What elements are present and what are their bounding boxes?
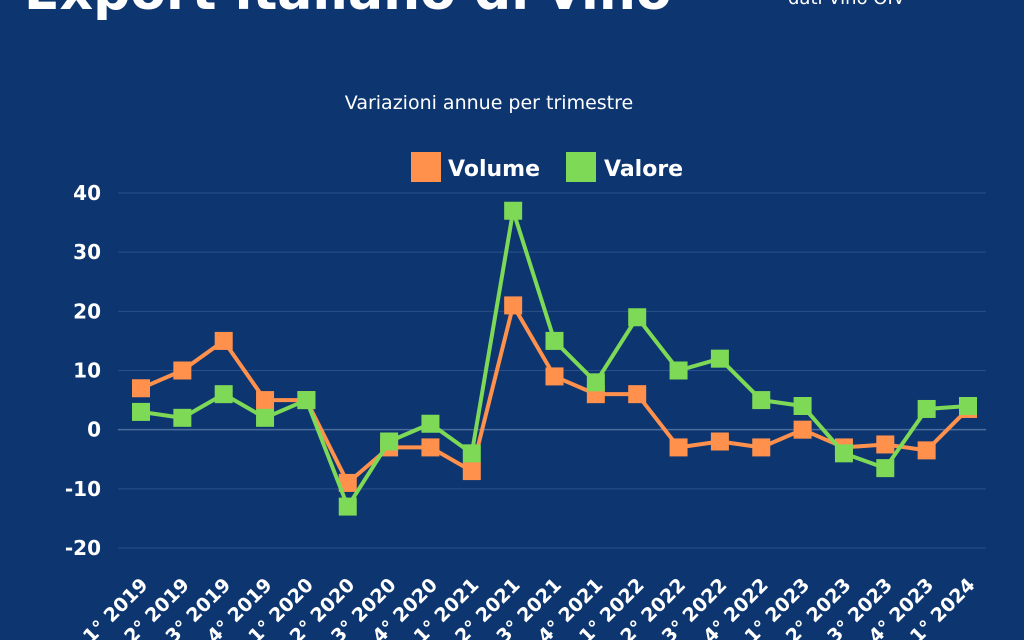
data-point — [504, 201, 523, 220]
y-tick-label: 20 — [73, 299, 101, 323]
page-title: Export italiano di vino — [24, 0, 672, 22]
legend-item: Valore — [566, 152, 683, 182]
data-point — [793, 420, 812, 439]
y-tick-label: 10 — [73, 359, 101, 383]
data-point — [710, 349, 729, 368]
data-point — [380, 432, 399, 451]
legend-label: Valore — [604, 157, 683, 182]
data-point — [876, 459, 895, 478]
data-point — [132, 379, 150, 398]
data-point — [545, 331, 564, 350]
y-tick-label: -10 — [65, 477, 101, 501]
data-point — [256, 408, 275, 427]
y-axis-ticks: 40 30 20 10 0 -10 -20 — [65, 181, 101, 560]
chart-subtitle: Variazioni annue per trimestre — [345, 92, 633, 114]
data-point — [834, 444, 853, 463]
data-point — [752, 391, 771, 410]
legend-item: Volume — [411, 152, 540, 182]
series-volume — [132, 296, 977, 492]
data-point — [628, 385, 647, 404]
data-point — [504, 296, 523, 315]
data-point — [628, 308, 647, 327]
chart-legend: Volume Valore — [411, 152, 683, 182]
data-point — [462, 444, 481, 463]
data-point — [669, 438, 688, 457]
data-point — [214, 331, 233, 350]
data-point — [338, 473, 357, 492]
data-point — [793, 397, 812, 415]
data-point — [338, 497, 357, 516]
data-point — [297, 391, 316, 410]
data-point — [669, 361, 688, 380]
series-group — [132, 201, 977, 516]
data-point — [876, 435, 895, 454]
data-point — [545, 367, 564, 386]
data-point — [710, 432, 729, 451]
data-point — [917, 441, 936, 460]
data-point — [173, 408, 192, 427]
legend-swatch — [411, 152, 441, 182]
y-tick-label: 30 — [73, 240, 101, 264]
y-tick-label: 40 — [73, 181, 101, 205]
y-tick-label: 0 — [87, 418, 101, 442]
series-valore — [132, 201, 977, 516]
source-note: dati Vino OIV — [788, 0, 905, 9]
data-point — [256, 391, 275, 410]
data-point — [421, 438, 440, 457]
data-point — [586, 373, 605, 392]
data-point — [917, 399, 936, 418]
y-tick-label: -20 — [65, 536, 101, 560]
data-point — [752, 438, 771, 457]
data-point — [132, 402, 150, 421]
legend-label: Volume — [448, 157, 540, 182]
data-point — [959, 397, 977, 415]
data-point — [214, 385, 233, 404]
data-point — [421, 414, 440, 433]
data-point — [173, 361, 192, 380]
legend-swatch — [566, 152, 596, 182]
data-point — [462, 462, 481, 481]
